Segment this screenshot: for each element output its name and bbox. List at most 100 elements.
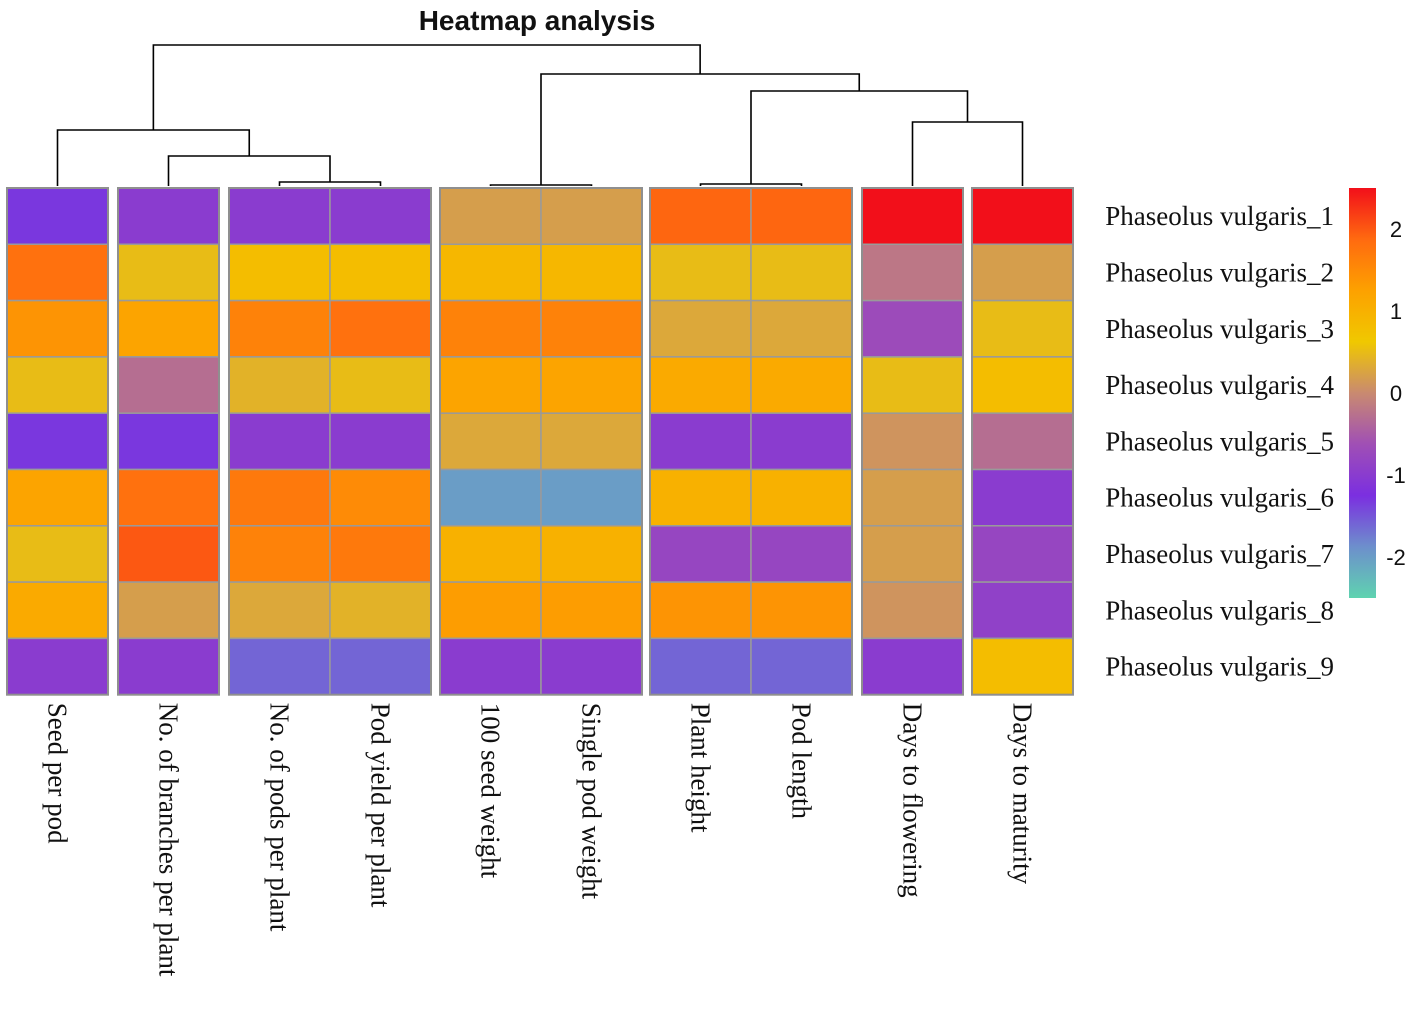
heatmap-cell	[971, 187, 1074, 246]
dendrogram-branch	[911, 121, 1024, 186]
heatmap-cell	[861, 243, 964, 302]
column-block-border	[861, 187, 964, 696]
column-label: Plant height	[686, 703, 716, 833]
row-label: Phaseolus vulgaris_2	[1105, 257, 1334, 287]
heatmap-cell	[439, 525, 542, 583]
column-block-border	[117, 187, 220, 696]
row-label: Phaseolus vulgaris_3	[1105, 314, 1334, 344]
heatmap-cell	[329, 581, 432, 640]
heatmap-cell	[861, 637, 964, 696]
heatmap-cell	[439, 468, 542, 527]
heatmap-cell	[439, 581, 542, 640]
dendrogram-branch	[278, 181, 382, 186]
heatmap-cell	[329, 525, 432, 583]
column-label: 100 seed weight	[476, 703, 506, 879]
row-labels: Phaseolus vulgaris_1 Phaseolus vulgaris_2…	[1105, 201, 1334, 681]
heatmap-cell	[228, 412, 331, 471]
column-label: Single pod weight	[577, 703, 607, 900]
colorbar-tick-label: -1	[1386, 463, 1406, 488]
heatmap-cell	[540, 412, 643, 471]
column-block-border	[439, 187, 643, 696]
heatmap-cell	[439, 299, 542, 358]
heatmap-cell	[540, 525, 643, 583]
heatmap-cell	[117, 243, 220, 302]
heatmap-cell	[439, 412, 542, 471]
column-label: Seed per pod	[43, 703, 73, 844]
heatmap-cell	[6, 637, 109, 696]
column-label: Pod length	[787, 703, 817, 820]
heatmap-cell	[861, 468, 964, 527]
heatmap-cell	[117, 581, 220, 640]
heatmap-cell	[971, 299, 1074, 358]
row-label: Phaseolus vulgaris_5	[1105, 426, 1334, 456]
column-label: No. of pods per plant	[265, 703, 295, 932]
dendrogram-branch	[152, 44, 701, 130]
heatmap-cell	[439, 637, 542, 696]
heatmap-cell	[750, 187, 853, 246]
dendrogram-branch	[56, 129, 251, 186]
heatmap-cell	[750, 299, 853, 358]
row-label: Phaseolus vulgaris_6	[1105, 483, 1334, 513]
heatmap-cell	[540, 581, 643, 640]
heatmap-cell	[971, 468, 1074, 527]
dendrogram-branch	[699, 183, 803, 186]
column-block-border	[971, 187, 1074, 696]
row-label: Phaseolus vulgaris_9	[1105, 652, 1334, 682]
column-label: No. of branches per plant	[154, 703, 184, 977]
heatmap-cell	[117, 525, 220, 583]
heatmap-cell	[228, 356, 331, 414]
heatmap-cell	[540, 356, 643, 414]
column-block-border	[649, 187, 853, 696]
column-block-border	[228, 187, 432, 696]
heatmap-cell	[329, 187, 432, 246]
heatmap-cell	[649, 356, 752, 414]
heatmap-cell	[540, 187, 643, 246]
heatmap-cell	[117, 299, 220, 358]
heatmap-cell	[861, 525, 964, 583]
column-label: Days to maturity	[1008, 703, 1038, 885]
row-label: Phaseolus vulgaris_8	[1105, 595, 1334, 625]
heatmap-cell	[6, 581, 109, 640]
heatmap-cell	[117, 637, 220, 696]
heatmap-cell	[750, 581, 853, 640]
heatmap-cell	[971, 637, 1074, 696]
heatmap-cell	[329, 299, 432, 358]
colorbar-gradient	[1349, 188, 1376, 598]
heatmap-cell	[861, 356, 964, 414]
heatmap-cell	[649, 299, 752, 358]
heatmap-cell	[228, 468, 331, 527]
heatmap-cell	[861, 581, 964, 640]
colorbar-tick-label: 0	[1390, 381, 1402, 406]
heatmap-cell	[861, 412, 964, 471]
chart-title: Heatmap analysis	[419, 5, 656, 36]
heatmap-cell	[649, 525, 752, 583]
heatmap-cell	[649, 581, 752, 640]
heatmap-cell	[971, 525, 1074, 583]
heatmap-cell	[971, 412, 1074, 471]
heatmap-cell	[540, 637, 643, 696]
column-dendrogram	[56, 44, 1024, 186]
heatmap-cell	[971, 243, 1074, 302]
column-label: Days to flowering	[898, 703, 928, 898]
heatmap-cell	[861, 299, 964, 358]
heatmap-cell	[6, 468, 109, 527]
heatmap-cell	[649, 187, 752, 246]
heatmap-cell	[750, 243, 853, 302]
heatmap-cell	[439, 187, 542, 246]
column-labels: Seed per pod No. of branches per plant No.…	[43, 703, 1038, 977]
heatmap-cell	[6, 356, 109, 414]
heatmap-cell	[228, 187, 331, 246]
heatmap-cell	[329, 412, 432, 471]
heatmap-cell	[6, 412, 109, 471]
colorbar-tick-label: 2	[1390, 217, 1402, 242]
heatmap-cell	[117, 412, 220, 471]
heatmap-cell	[6, 299, 109, 358]
heatmap-cell	[540, 243, 643, 302]
heatmap-cell	[649, 243, 752, 302]
column-block-borders	[6, 187, 1074, 696]
dendrogram-branch	[489, 184, 593, 186]
row-label: Phaseolus vulgaris_4	[1105, 370, 1334, 400]
heatmap-cell	[971, 581, 1074, 640]
heatmap-cell	[6, 525, 109, 583]
